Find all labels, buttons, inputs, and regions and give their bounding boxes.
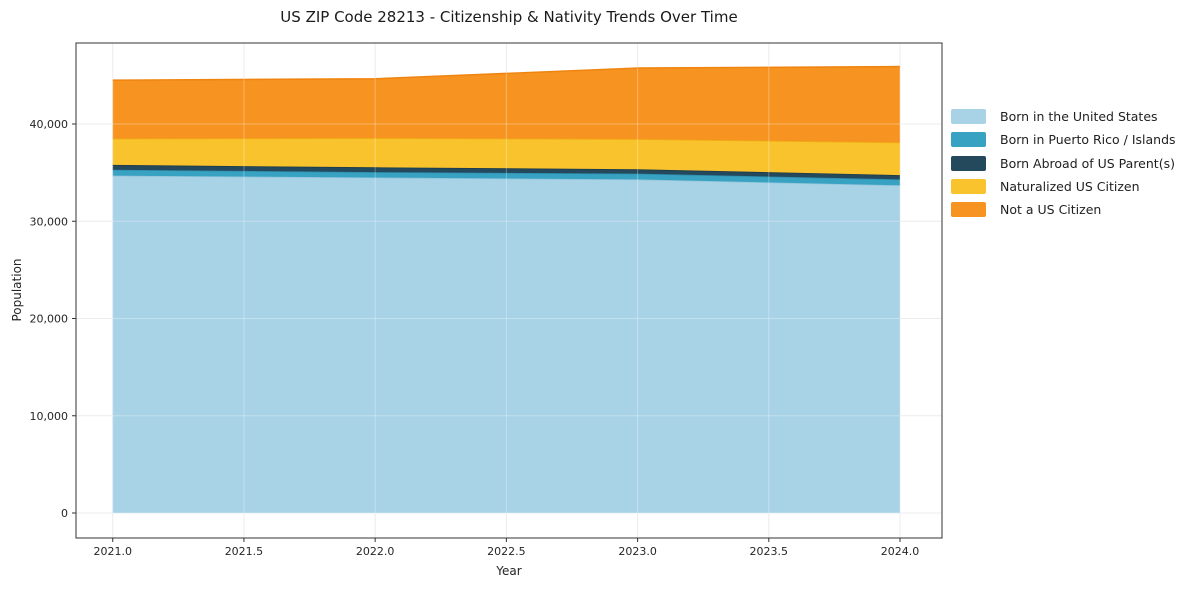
legend-item-not-citizen: Not a US Citizen — [951, 198, 1176, 221]
legend-label: Born in the United States — [1000, 109, 1158, 125]
legend-label: Born Abroad of US Parent(s) — [1000, 155, 1175, 171]
y-tick-label: 10,000 — [30, 410, 69, 423]
area-born-in-us — [112, 175, 900, 513]
legend-swatch-icon — [951, 179, 986, 195]
y-tick-label: 20,000 — [30, 313, 69, 326]
plot-border — [75, 42, 943, 539]
legend-item-born-abroad: Born Abroad of US Parent(s) — [951, 152, 1176, 175]
legend-swatch-icon — [951, 132, 986, 148]
area-edge-not-citizen — [112, 65, 901, 81]
legend-label: Naturalized US Citizen — [1000, 179, 1140, 195]
x-tick-label: 2023.5 — [750, 545, 789, 558]
gridlines-over — [76, 43, 942, 538]
legend-label: Born in Puerto Rico / Islands — [1000, 132, 1176, 148]
legend-item-born-in-us: Born in the United States — [951, 105, 1176, 128]
x-tick-label: 2021.0 — [93, 545, 132, 558]
y-tick-label: 40,000 — [30, 118, 69, 131]
x-tick-label: 2023.0 — [618, 545, 657, 558]
legend-swatch-icon — [951, 109, 986, 125]
x-axis-title: Year — [496, 564, 522, 578]
area-not-citizen — [112, 66, 900, 143]
x-tick-label: 2021.5 — [225, 545, 264, 558]
x-tick-label: 2024.0 — [881, 545, 920, 558]
legend: Born in the United States Born in Puerto … — [951, 105, 1176, 221]
chart-title: US ZIP Code 28213 - Citizenship & Nativi… — [280, 8, 738, 26]
area-naturalized — [112, 138, 900, 176]
x-tick-label: 2022.5 — [487, 545, 526, 558]
area-born-puerto-rico — [112, 169, 900, 186]
area-born-abroad — [112, 164, 900, 180]
y-tick-label: 30,000 — [30, 215, 69, 228]
legend-swatch-icon — [951, 155, 986, 171]
y-axis-title: Population — [10, 258, 24, 322]
legend-swatch-icon — [951, 202, 986, 218]
legend-item-naturalized: Naturalized US Citizen — [951, 175, 1176, 198]
legend-item-born-puerto-rico: Born in Puerto Rico / Islands — [951, 128, 1176, 151]
x-tick-label: 2022.0 — [356, 545, 395, 558]
y-tick-label: 0 — [61, 507, 68, 520]
stacked-areas — [112, 65, 901, 513]
legend-label: Not a US Citizen — [1000, 202, 1102, 218]
axis-ticks: 2021.0 2021.5 2022.0 2022.5 2023.0 2023.5 2024… — [30, 118, 920, 558]
